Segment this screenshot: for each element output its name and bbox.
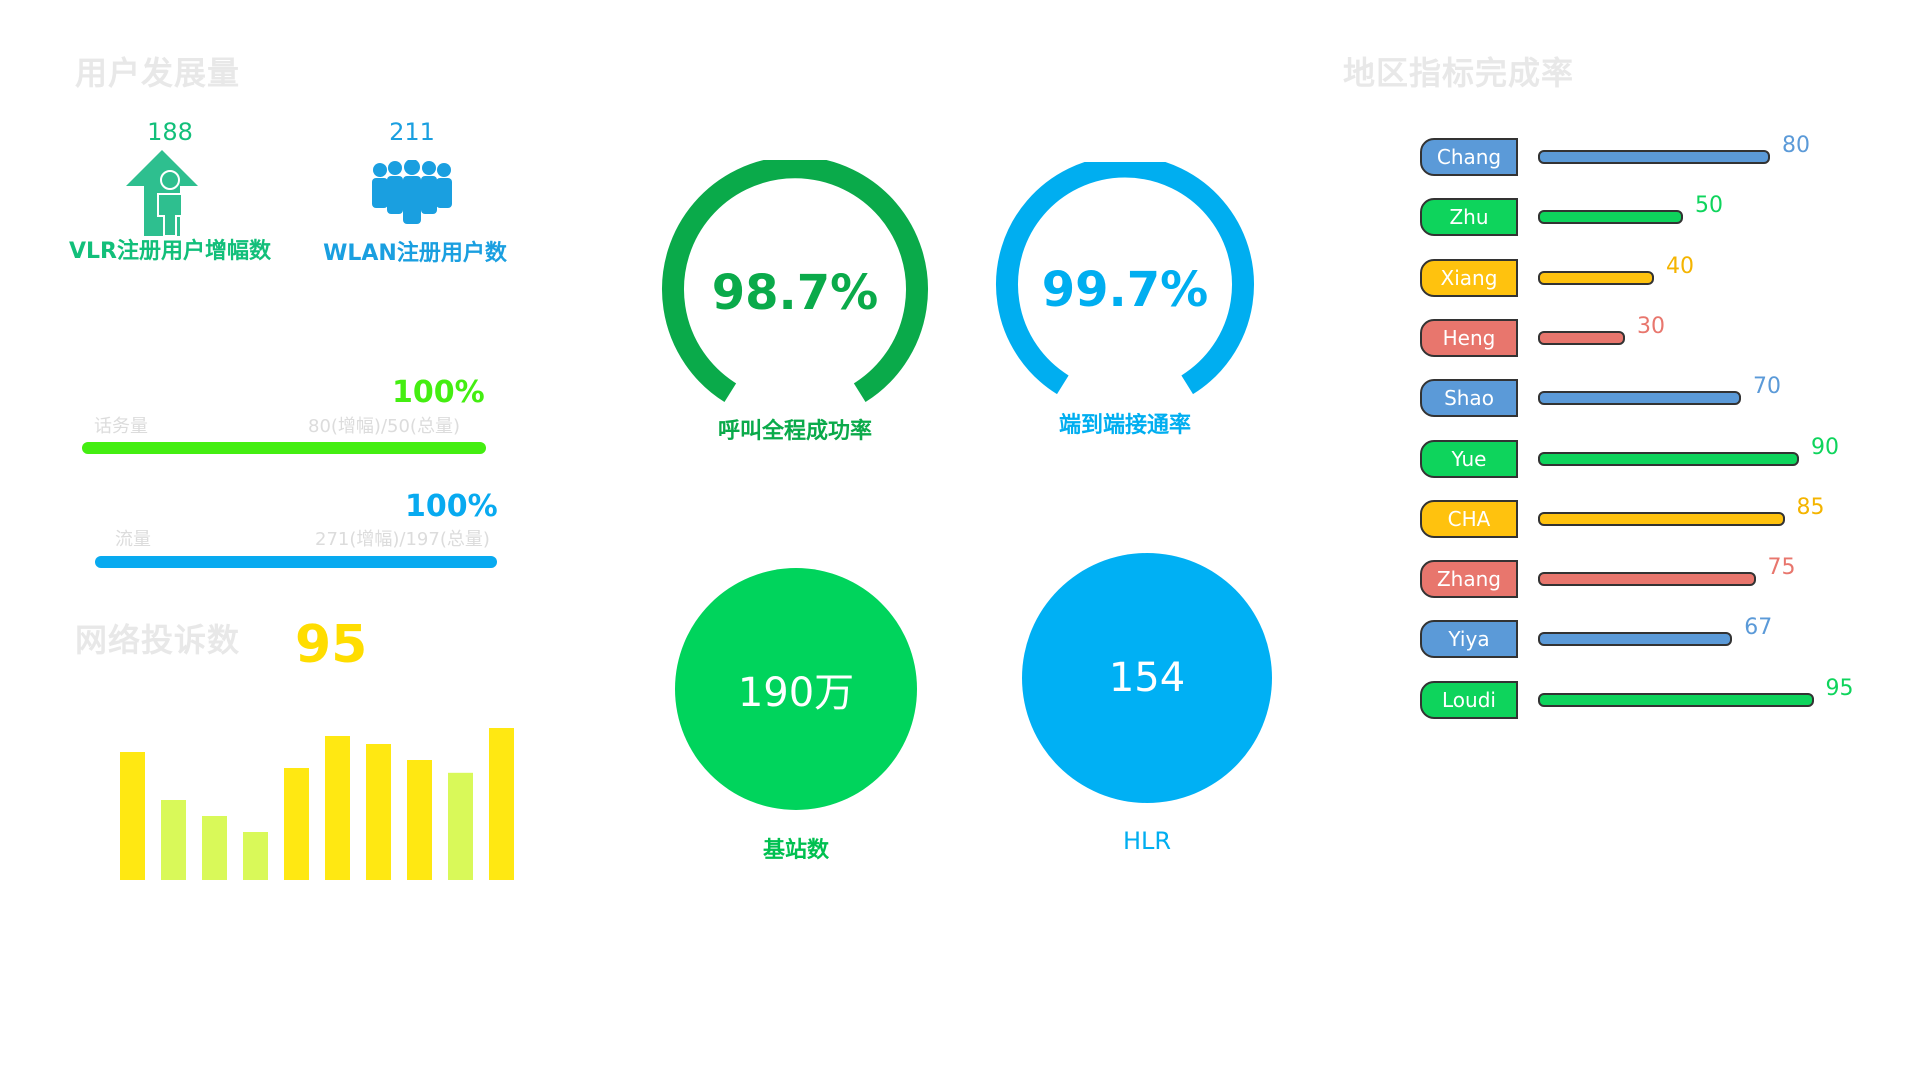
region-value: 75 bbox=[1767, 555, 1796, 581]
call-success-label: 呼叫全程成功率 bbox=[717, 419, 872, 444]
flow-progress-track bbox=[95, 556, 497, 568]
region-value: 40 bbox=[1666, 253, 1694, 279]
region-value: 70 bbox=[1753, 374, 1781, 400]
flow-detail: 271(增幅)/197(总量) bbox=[315, 529, 490, 550]
region-label-xiang: Xiang bbox=[1420, 258, 1518, 297]
base-station-label: 基站数 bbox=[762, 838, 829, 863]
connect-rate-gauge-arc bbox=[996, 162, 1254, 395]
region-bar bbox=[1538, 330, 1625, 345]
complaints-title: 网络投诉数 bbox=[75, 621, 241, 659]
traffic-pct: 100% bbox=[392, 375, 485, 410]
region-label-cha: CHA bbox=[1420, 499, 1518, 538]
complaint-bar bbox=[161, 800, 186, 880]
region-bar bbox=[1538, 632, 1733, 647]
complaint-bar bbox=[284, 768, 309, 880]
region-label-zhu: Zhu bbox=[1420, 198, 1518, 237]
base-station-value: 190万 bbox=[737, 670, 855, 716]
user-up-arrow-icon bbox=[122, 150, 202, 237]
region-label-chang: Chang bbox=[1420, 138, 1518, 176]
complaint-bar bbox=[366, 744, 391, 880]
region-label-heng: Heng bbox=[1420, 318, 1518, 357]
traffic-progress-track bbox=[82, 442, 486, 454]
call-success-value: 98.7% bbox=[711, 265, 879, 321]
complaint-bar bbox=[489, 728, 514, 880]
vlr-label: VLR注册用户增幅数 bbox=[69, 239, 271, 264]
wlan-label: WLAN注册用户数 bbox=[323, 241, 507, 266]
region-label-loudi: Loudi bbox=[1420, 680, 1518, 719]
region-bar bbox=[1538, 572, 1756, 587]
region-bar bbox=[1538, 511, 1785, 526]
traffic-detail: 80(增幅)/50(总量) bbox=[308, 416, 460, 437]
complaint-bar bbox=[325, 736, 350, 880]
flow-name: 流量 bbox=[115, 529, 151, 550]
complaint-bar bbox=[407, 760, 432, 880]
traffic-name: 话务量 bbox=[94, 416, 148, 437]
call-success-gauge bbox=[662, 160, 928, 403]
traffic-progress-fill bbox=[82, 442, 486, 454]
region-label-zhang: Zhang bbox=[1420, 560, 1518, 599]
wlan-value: 211 bbox=[389, 118, 435, 146]
complaints-value: 95 bbox=[295, 615, 368, 675]
region-bar bbox=[1538, 210, 1683, 225]
region-bar bbox=[1538, 692, 1814, 707]
connect-rate-label: 端到端接通率 bbox=[1058, 413, 1191, 438]
complaint-bar bbox=[243, 832, 268, 880]
region-value: 67 bbox=[1744, 615, 1773, 641]
user-dev-title: 用户发展量 bbox=[75, 54, 241, 92]
region-value: 30 bbox=[1637, 313, 1665, 339]
flow-progress-fill bbox=[95, 556, 497, 568]
hlr-label: HLR bbox=[1122, 827, 1172, 855]
complaint-bar bbox=[120, 752, 145, 880]
region-bar bbox=[1538, 451, 1799, 466]
complaint-bar bbox=[448, 772, 473, 880]
region-label-yue: Yue bbox=[1420, 439, 1518, 478]
complaints-bar-chart bbox=[120, 728, 514, 880]
region-bar bbox=[1538, 270, 1654, 285]
vlr-value: 188 bbox=[147, 118, 193, 146]
region-title: 地区指标完成率 bbox=[1343, 54, 1575, 92]
region-value: 85 bbox=[1796, 494, 1825, 520]
region-value: 90 bbox=[1811, 434, 1839, 460]
users-group-icon bbox=[368, 159, 456, 226]
region-label-shao: Shao bbox=[1420, 379, 1518, 418]
connect-rate-gauge bbox=[996, 162, 1254, 395]
region-bar bbox=[1538, 391, 1741, 406]
region-bar bbox=[1538, 150, 1770, 164]
hlr-value: 154 bbox=[1108, 655, 1186, 701]
region-label-yiya: Yiya bbox=[1420, 620, 1518, 659]
region-value: 80 bbox=[1782, 133, 1810, 158]
base-station-circle: 190万 bbox=[675, 568, 917, 810]
region-value: 50 bbox=[1695, 193, 1723, 219]
call-success-gauge-arc bbox=[662, 160, 928, 403]
complaint-bar bbox=[202, 816, 227, 880]
region-bar-chart: Chang 80 Zhu 50 Xiang 40 Heng 30 Shao 70 Yue 90 CHA 8… bbox=[1420, 133, 1880, 738]
connect-rate-value: 99.7% bbox=[1041, 262, 1209, 318]
hlr-circle: 154 bbox=[1022, 553, 1272, 803]
flow-pct: 100% bbox=[405, 489, 498, 524]
region-value: 95 bbox=[1825, 675, 1854, 701]
